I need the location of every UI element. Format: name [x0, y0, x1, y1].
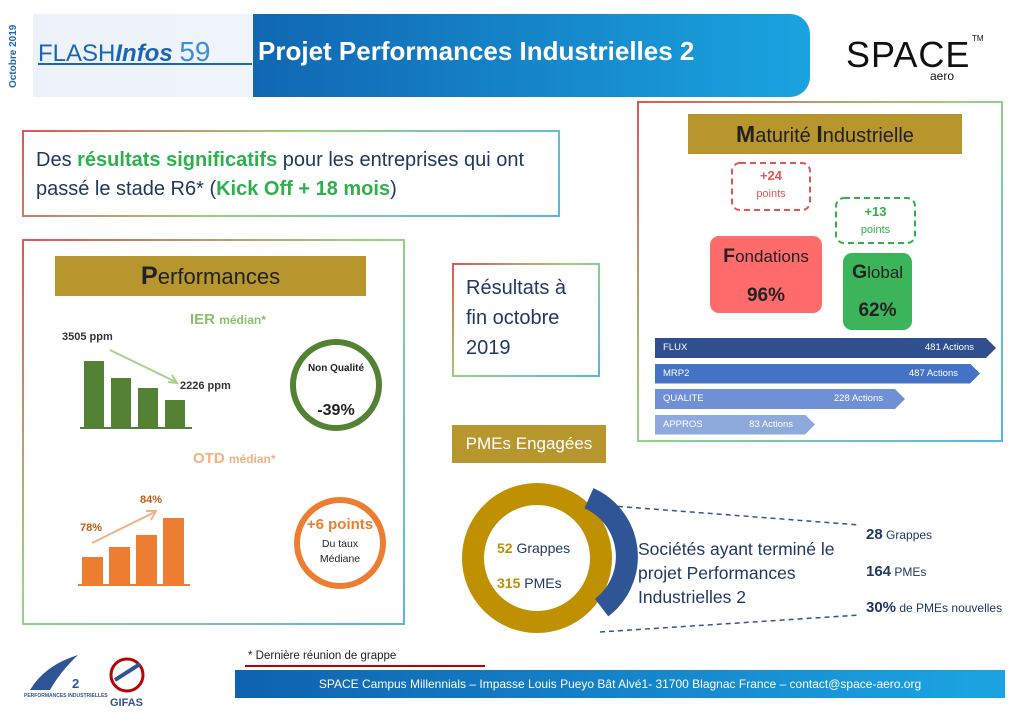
action-name: QUALITE: [663, 393, 704, 404]
performances-box: [22, 239, 405, 625]
action-bar: QUALITE 228 Actions: [655, 389, 905, 409]
ier-sub: médian*: [219, 313, 266, 327]
intro-highlight: Kick Off + 18 mois: [216, 178, 391, 200]
finished-text: Sociétés ayant terminé le projet Perform…: [638, 539, 835, 607]
maturity-word: Maturité: [736, 121, 811, 147]
space-tm: TM: [972, 34, 984, 43]
intro-box: [22, 130, 560, 217]
grappes-label: Grappes: [516, 540, 571, 556]
intro-part: pour les entreprises qui ont passé le st…: [36, 149, 525, 200]
donut-pmes: 315 PMEs: [497, 575, 562, 591]
donut-link: [599, 504, 861, 633]
infos: Infos: [115, 40, 173, 67]
pi-logo: [30, 655, 78, 690]
otd-label: OTD médian*: [193, 450, 276, 467]
ier: IER: [190, 311, 216, 328]
intro-highlight: résultats significatifs: [77, 149, 278, 171]
performances-title-bar: Performances: [55, 256, 366, 296]
header-date: Octobre 2019: [8, 24, 19, 88]
stat: 30% de PMEs nouvelles: [866, 599, 1002, 616]
action-bar: FLUX 481 Actions: [655, 338, 996, 358]
action-value: 481 Actions: [924, 342, 974, 353]
pi-logo-num: 2: [72, 676, 80, 691]
gifas-text: GIFAS: [110, 697, 144, 709]
performances-title: Performances: [140, 262, 281, 290]
stat: 164 PMEs: [866, 563, 926, 580]
pi-logo-text: PERFORMANCES INDUSTRIELLES: [24, 693, 108, 699]
header-logo-bg: [33, 14, 253, 97]
pmes-n: 315: [497, 575, 521, 591]
footer-band: [235, 670, 1005, 698]
nq-value: -39%: [317, 402, 355, 419]
intro-part: Des: [36, 149, 72, 171]
otd-start: 78%: [80, 522, 103, 534]
gifas-logo: [113, 662, 142, 682]
otd-end: 84%: [140, 494, 163, 506]
donut-segment: [584, 488, 638, 617]
action-name: FLUX: [663, 342, 688, 353]
stat-label: Grappes: [886, 528, 933, 542]
intro-part: ): [390, 178, 397, 200]
stat-label: PMEs: [894, 565, 927, 579]
flash-logo: FLASHInfos 59: [38, 36, 211, 68]
stat-number: 164: [866, 563, 892, 580]
maturity-box: [637, 101, 1003, 442]
pmes-label: PMEs: [524, 575, 562, 591]
flash: FLASH: [38, 40, 116, 67]
action-value: 487 Actions: [908, 367, 958, 379]
global-gain-unit: points: [860, 224, 891, 236]
ier-start: 3505 ppm: [62, 331, 113, 343]
otd: OTD: [193, 450, 225, 467]
fondations-gain-unit: points: [756, 188, 786, 200]
donut-ring: [462, 483, 612, 633]
action-bar: APPROS 83 Actions: [655, 415, 815, 435]
gain-value: +6 points: [306, 516, 374, 533]
stat: 28 Grappes: [866, 526, 932, 543]
global-gain: +13: [864, 204, 887, 219]
header-title: Projet Performances Industrielles 2: [258, 36, 695, 66]
results-text: Résultats à fin octobre 2019: [466, 277, 567, 359]
fondations-label: Fondations: [723, 245, 809, 267]
otd-sub: médian*: [228, 452, 276, 466]
gain-label: Du taux Médiane: [319, 538, 361, 565]
action-value: 228 Actions: [833, 393, 883, 404]
action-bar: MRP2 487 Actions: [655, 364, 980, 384]
maturity-word: Industrielle: [816, 121, 914, 147]
gifas-logo: [109, 657, 145, 693]
maturity-title-bar: Maturité Industrielle: [688, 114, 962, 154]
stat-number: 30%: [866, 599, 897, 616]
global-value: 62%: [858, 300, 897, 321]
action-name: MRP2: [663, 367, 690, 379]
ier-label: IER médian*: [190, 311, 266, 328]
stat-label: de PMEs nouvelles: [899, 601, 1003, 615]
space-logo: SPACE: [846, 34, 971, 75]
intro-text: Des résultats significatifs pour les ent…: [36, 146, 556, 204]
ier-end: 2226 ppm: [180, 380, 231, 392]
footer-text: SPACE Campus Millennials – Impasse Louis…: [318, 677, 922, 691]
pmes-title: PMEs Engagées: [452, 425, 606, 463]
nq-label: Non Qualité: [307, 363, 365, 374]
action-name: APPROS: [663, 418, 703, 430]
action-value: 83 Actions: [749, 418, 793, 430]
footnote: * Dernière réunion de grappe: [248, 650, 397, 662]
space-sub: aero: [930, 69, 955, 83]
fondations-value: 96%: [746, 285, 786, 306]
results-box: [452, 263, 600, 377]
stat-number: 28: [866, 526, 883, 543]
grappes-n: 52: [497, 540, 513, 556]
donut-grappes: 52 Grappes: [497, 540, 570, 556]
global-label: Global: [851, 261, 904, 283]
issue-number: 59: [179, 36, 211, 67]
fondations-gain: +24: [759, 168, 783, 183]
